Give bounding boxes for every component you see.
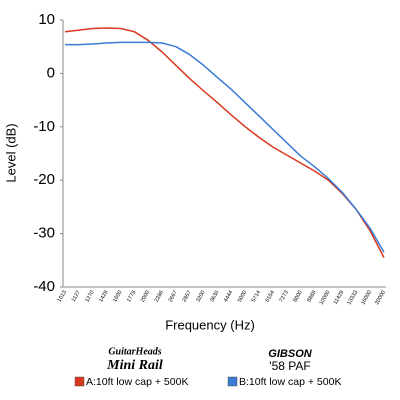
x-tick-label: 2667 [168,290,179,304]
x-tick-label: 3200 [195,290,206,304]
y-tick-label: 10 [38,11,55,28]
y-tick-label: -30 [33,225,55,242]
logo-brand: GIBSON [268,348,312,360]
x-tick-label: 5000 [237,290,248,304]
y-tick-label: 0 [47,64,55,81]
x-axis-label: Frequency (Hz) [165,317,255,332]
y-tick-label: -40 [33,278,55,295]
legend-label: B:10ft low cap + 500K [239,376,341,388]
series-line [65,41,385,253]
x-tick-label: 5714 [251,290,262,304]
x-tick-label: 11429 [333,290,346,306]
x-tick-label: 2286 [154,290,165,304]
x-tick-label: 13333 [346,290,359,306]
y-tick-label: -20 [33,171,55,188]
x-tick-label: 2000 [140,290,151,304]
x-tick-label: 1013 [57,290,68,304]
x-tick-label: 1600 [112,290,123,304]
series-line [64,27,385,258]
legend-label: A:10ft low cap + 500K [86,376,188,388]
x-tick-label: 10000 [319,290,332,306]
x-tick-label: 1270 [84,290,95,304]
y-tick-label: -10 [33,118,55,135]
y-axis-label: Level (dB) [3,123,18,182]
x-tick-label: 1778 [126,290,137,304]
logo-model: '58 PAF [269,359,310,373]
x-tick-label: 8000 [292,290,303,304]
x-tick-label: 8889 [306,290,317,304]
x-tick-label: 4444 [223,290,234,304]
legend-swatch [227,376,238,387]
x-tick-label: 1429 [98,290,109,304]
x-tick-label: 3636 [209,290,220,304]
legend-swatch [74,376,85,387]
logo-brand: GuitarHeads [108,346,161,357]
x-tick-label: 16000 [360,290,373,306]
logo-model: Mini Rail [106,358,163,373]
x-tick-label: 7273 [279,290,290,304]
x-tick-label: 6154 [265,290,276,304]
x-tick-label: 20000 [374,290,387,306]
x-tick-label: 2857 [181,290,192,304]
x-tick-label: 1127 [71,290,82,303]
